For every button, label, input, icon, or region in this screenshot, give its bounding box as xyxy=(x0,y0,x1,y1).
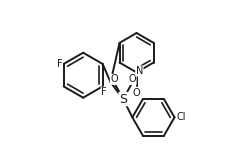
Text: F: F xyxy=(57,59,62,69)
Text: F: F xyxy=(101,87,107,97)
Text: O: O xyxy=(133,88,140,98)
Text: O: O xyxy=(129,74,136,84)
Text: O: O xyxy=(110,74,118,84)
Text: N: N xyxy=(136,66,143,76)
Text: S: S xyxy=(119,93,127,106)
Text: Cl: Cl xyxy=(177,112,186,122)
